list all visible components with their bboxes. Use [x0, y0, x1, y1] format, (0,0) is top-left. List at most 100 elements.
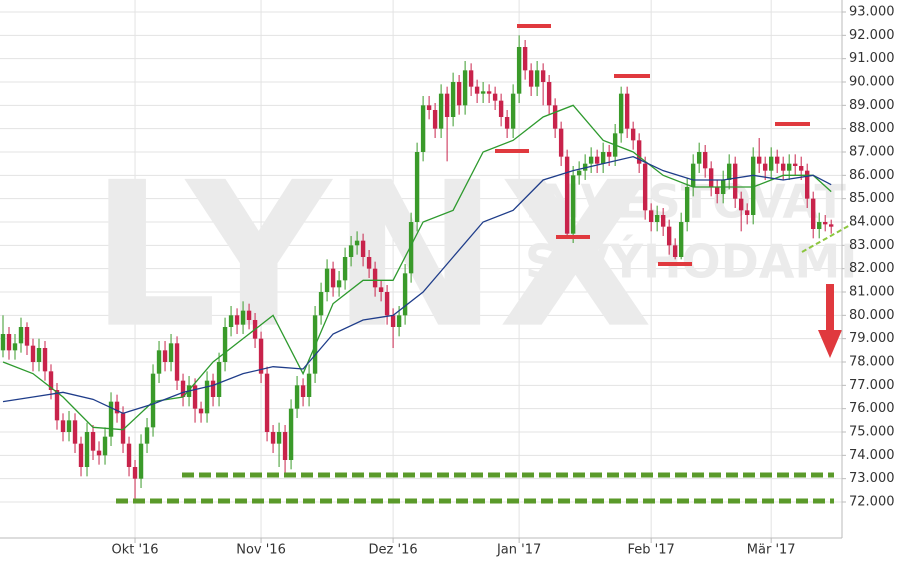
y-tick-label: 92.000 — [849, 28, 895, 43]
candle-body — [18, 327, 24, 344]
candle-body — [594, 156, 600, 164]
candle-body — [588, 156, 594, 164]
y-tick-label: 90.000 — [849, 75, 895, 90]
candle-body — [564, 156, 570, 234]
candle-body — [336, 280, 342, 288]
y-tick-label: 80.000 — [849, 308, 895, 323]
candle-body — [360, 240, 366, 257]
candle-body — [402, 273, 408, 316]
candle-body — [36, 348, 42, 362]
candle-body — [522, 47, 528, 71]
candle-body — [258, 338, 264, 374]
x-tick-label: Dez '16 — [369, 543, 418, 558]
x-tick-label: Mär '17 — [747, 543, 796, 558]
candle-body — [354, 240, 360, 246]
y-tick-label: 83.000 — [849, 238, 895, 253]
annotations — [116, 24, 853, 504]
candle-body — [120, 413, 126, 444]
candle-body — [318, 292, 324, 316]
candle-body — [378, 287, 384, 292]
candle-body — [234, 315, 240, 325]
candle-body — [504, 117, 510, 129]
candle-body — [0, 334, 6, 351]
candle-body — [492, 93, 498, 101]
candle-body — [768, 156, 774, 171]
candle-body — [330, 268, 336, 288]
candle-body — [666, 226, 672, 246]
candle-body — [30, 345, 36, 362]
candle-body — [462, 70, 468, 106]
candle-body — [816, 222, 822, 229]
x-tick-label: Nov '16 — [236, 543, 286, 558]
candle-body — [72, 420, 78, 444]
y-tick-label: 74.000 — [849, 448, 895, 463]
candle-body — [726, 163, 732, 180]
candle-body — [474, 86, 480, 94]
candle-body — [426, 105, 432, 110]
candle-body — [414, 152, 420, 222]
candle-body — [540, 70, 546, 82]
candle-body — [222, 327, 228, 362]
candle-body — [702, 152, 708, 169]
candle-body — [144, 427, 150, 444]
candle-body — [84, 432, 90, 467]
candle-body — [714, 187, 720, 194]
candle-body — [270, 432, 276, 444]
candle-body — [762, 163, 768, 171]
y-tick-label: 77.000 — [849, 378, 895, 393]
candle-body — [42, 348, 48, 372]
x-tick-label: Feb '17 — [628, 543, 675, 558]
watermark-logo: LYNX — [90, 140, 653, 373]
y-tick-label: 88.000 — [849, 121, 895, 136]
candle-body — [732, 163, 738, 199]
candle-body — [552, 105, 558, 129]
y-tick-label: 73.000 — [849, 471, 895, 486]
candle-body — [366, 257, 372, 269]
candle-body — [810, 198, 816, 229]
candle-body — [654, 215, 660, 222]
candle-body — [168, 343, 174, 362]
candle-body — [528, 70, 534, 87]
candle-body — [498, 100, 504, 117]
candle-body — [108, 401, 114, 437]
candle-body — [306, 373, 312, 397]
candle-body — [90, 432, 96, 451]
candle-body — [450, 82, 456, 117]
candle-body — [618, 93, 624, 134]
candle-body — [444, 93, 450, 117]
candle-body — [516, 47, 522, 94]
candle-body — [282, 432, 288, 460]
candle-body — [672, 245, 678, 257]
candle-body — [756, 156, 762, 164]
candle-body — [684, 187, 690, 222]
candle-body — [126, 443, 132, 467]
candle-body — [468, 70, 474, 87]
moving-average — [2, 155, 832, 415]
y-tick-label: 91.000 — [849, 51, 895, 66]
candle-body — [348, 245, 354, 257]
arrow-head — [818, 330, 842, 358]
x-tick-label: Jan '17 — [496, 543, 541, 558]
candle-body — [12, 343, 18, 351]
y-tick-label: 76.000 — [849, 401, 895, 416]
candle-body — [456, 82, 462, 106]
candle-body — [60, 420, 66, 432]
y-tick-label: 86.000 — [849, 168, 895, 183]
candle-body — [372, 268, 378, 288]
moving-average — [2, 104, 832, 431]
candle-body — [48, 371, 54, 390]
candle-body — [288, 408, 294, 460]
y-tick-label: 82.000 — [849, 261, 895, 276]
candle-body — [600, 152, 606, 164]
candle-body — [240, 310, 246, 325]
candle-body — [396, 315, 402, 327]
candle-body — [690, 163, 696, 187]
candle-body — [210, 380, 216, 397]
candle-body — [708, 168, 714, 187]
candle-body — [642, 163, 648, 211]
y-tick-label: 75.000 — [849, 425, 895, 440]
y-tick-label: 78.000 — [849, 355, 895, 370]
candle-body — [78, 443, 84, 467]
candle-body — [630, 128, 636, 141]
candle-body — [408, 222, 414, 274]
